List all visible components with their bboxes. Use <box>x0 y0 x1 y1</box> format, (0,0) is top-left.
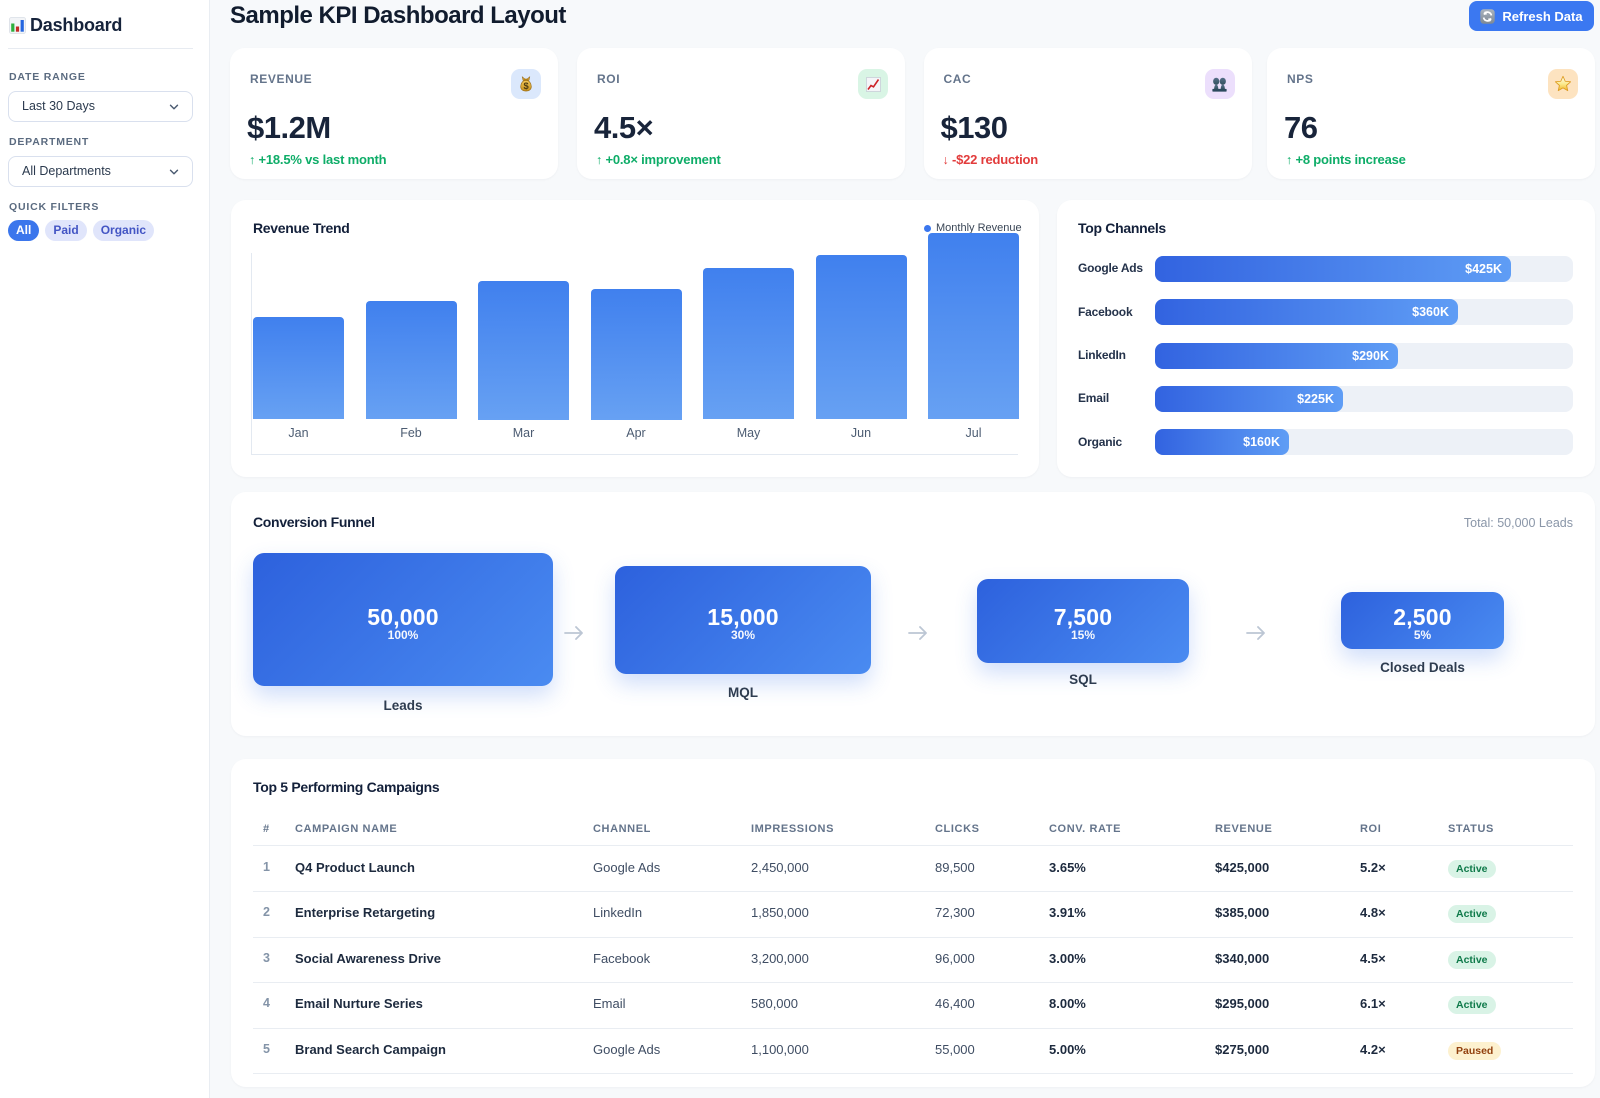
svg-text:$: $ <box>524 81 530 91</box>
